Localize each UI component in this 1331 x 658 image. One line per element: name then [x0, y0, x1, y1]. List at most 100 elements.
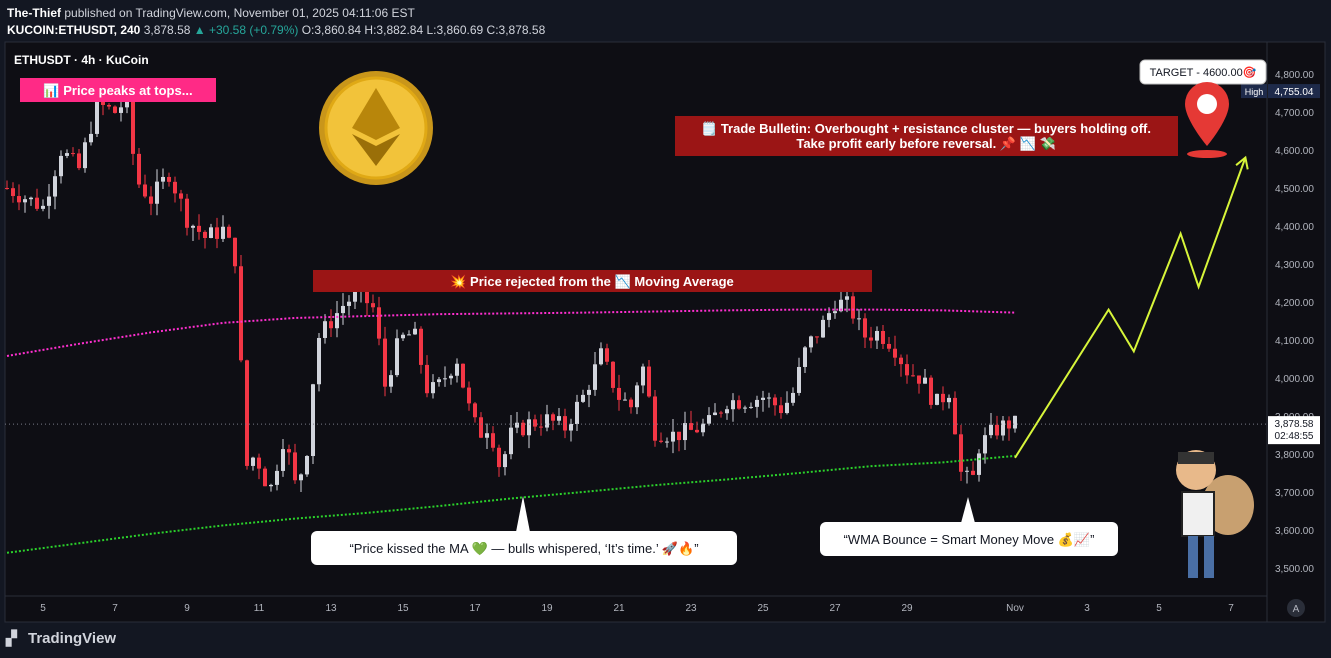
- high-tag-bg: [1241, 84, 1267, 99]
- peaks-banner: [20, 78, 216, 102]
- candle-body: [5, 188, 9, 189]
- candle-body: [515, 422, 519, 428]
- y-tick-label: 4,800.00: [1275, 70, 1314, 81]
- candle-body: [23, 199, 27, 203]
- candle-body: [269, 484, 273, 487]
- y-tick-label: 4,200.00: [1275, 298, 1314, 309]
- ohlc-values: O:3,860.84 H:3,882.84 L:3,860.69 C:3,878…: [301, 23, 546, 37]
- candle-body: [431, 382, 435, 394]
- candle-body: [167, 176, 171, 182]
- candle-body: [257, 457, 261, 469]
- candle-body: [749, 406, 753, 408]
- brand-label: TradingView: [28, 630, 117, 647]
- candle-body: [281, 449, 285, 471]
- candle-body: [533, 419, 537, 427]
- candle-body: [857, 318, 861, 320]
- candle-body: [605, 348, 609, 362]
- bulletin-line-2: Take profit early before reversal. 📌 📉 💸: [796, 135, 1055, 151]
- candle-body: [689, 423, 693, 430]
- candle-body: [989, 424, 993, 436]
- candle-body: [917, 375, 921, 384]
- candle-body: [449, 375, 453, 379]
- auto-scale-label: A: [1293, 604, 1300, 615]
- candle-body: [305, 456, 309, 475]
- y-tick-label: 4,400.00: [1275, 222, 1314, 233]
- candle-body: [41, 205, 45, 209]
- candle-body: [437, 379, 441, 383]
- candle-body: [413, 328, 417, 335]
- thief-mask-icon: [1178, 452, 1214, 464]
- candle-body: [173, 181, 177, 194]
- candle-body: [455, 363, 459, 376]
- candle-body: [809, 336, 813, 348]
- candle-body: [581, 394, 585, 402]
- candle-body: [65, 153, 69, 156]
- y-tick-label: 3,800.00: [1275, 450, 1314, 461]
- candle-body: [893, 348, 897, 358]
- candle-body: [71, 153, 75, 155]
- candle-body: [485, 433, 489, 438]
- x-tick-label: 7: [112, 603, 118, 614]
- candle-body: [569, 423, 573, 431]
- candle-body: [251, 457, 255, 466]
- x-tick-label: 21: [613, 603, 625, 614]
- candle-body: [641, 366, 645, 386]
- candle-body: [593, 364, 597, 390]
- candle-body: [617, 387, 621, 400]
- y-tick-label: 4,700.00: [1275, 108, 1314, 119]
- candle-body: [53, 176, 57, 197]
- candle-body: [365, 286, 369, 304]
- thief-shirt-icon: [1181, 491, 1215, 537]
- time-axis[interactable]: 5 7 9 11 13 15 17 19 21 23 25 27 29 Nov 3 5 7: [40, 603, 1234, 614]
- published-info: published on TradingView.com, November 0…: [64, 6, 415, 20]
- candle-body: [227, 226, 231, 238]
- candle-body: [377, 307, 381, 339]
- candle-body: [83, 142, 87, 169]
- candle-body: [815, 336, 819, 338]
- x-tick-label: 19: [541, 603, 553, 614]
- tradingview-brand[interactable]: ▞ TradingView: [6, 630, 116, 647]
- thief-leg-left-icon: [1188, 536, 1198, 578]
- candle-body: [785, 402, 789, 414]
- candle-body: [299, 474, 303, 481]
- candle-body: [545, 414, 549, 428]
- x-tick-label: Nov: [1006, 603, 1024, 614]
- candle-body: [1013, 415, 1017, 429]
- high-value-label: 4,755.04: [1275, 87, 1314, 98]
- candle-body: [557, 416, 561, 421]
- ethereum-diamond-bottom: [352, 134, 400, 166]
- candle-body: [635, 385, 639, 408]
- y-tick-label: 4,500.00: [1275, 184, 1314, 195]
- wma-bubble: [820, 522, 1118, 556]
- candle-body: [467, 387, 471, 404]
- auto-scale-button: [1287, 599, 1305, 617]
- header-line-2: KUCOIN:ETHUSDT, 240 3,878.58 ▲ +30.58 (+…: [7, 23, 545, 37]
- candle-body: [971, 470, 975, 475]
- candle-body: [845, 296, 849, 300]
- y-tick-label: 3,500.00: [1275, 564, 1314, 575]
- candle-body: [527, 419, 531, 436]
- moving-average-line: [6, 454, 1016, 554]
- header-line-1: The-Thief published on TradingView.com, …: [7, 6, 415, 20]
- price-change: ▲ +30.58 (+0.79%): [193, 23, 299, 37]
- candle-body: [683, 423, 687, 441]
- symbol-legend[interactable]: ETHUSDT · 4h · KuCoin: [14, 53, 149, 67]
- candle-body: [17, 196, 21, 203]
- candle-body: [47, 196, 51, 206]
- candle-body: [761, 397, 765, 400]
- candle-body: [575, 401, 579, 424]
- last-price: 3,878.58: [143, 23, 191, 37]
- wma-bubble-tail: [961, 497, 975, 523]
- candle-body: [803, 347, 807, 367]
- candle-body: [197, 225, 201, 232]
- candle-body: [767, 397, 771, 399]
- candle-body: [107, 104, 111, 107]
- candle-body: [389, 375, 393, 387]
- candle-body: [491, 433, 495, 448]
- candle-body: [59, 155, 63, 177]
- candle-body: [695, 429, 699, 433]
- candle-body: [215, 227, 219, 239]
- candle-body: [899, 357, 903, 365]
- publisher-name[interactable]: The-Thief: [7, 6, 61, 20]
